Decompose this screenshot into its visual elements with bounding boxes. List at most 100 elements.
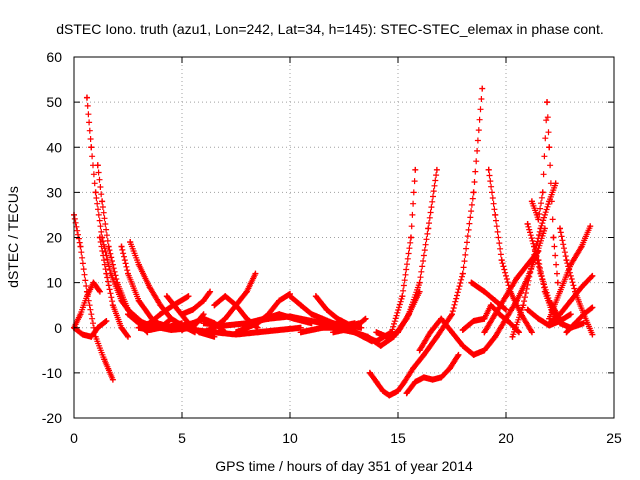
data-point bbox=[546, 315, 553, 322]
data-point bbox=[94, 324, 101, 331]
data-point bbox=[481, 288, 488, 295]
data-point bbox=[125, 311, 131, 318]
series-arc-33 bbox=[416, 315, 509, 358]
data-point bbox=[433, 166, 440, 173]
data-point bbox=[168, 315, 175, 322]
data-point bbox=[103, 270, 110, 277]
series-arc-39 bbox=[509, 180, 559, 340]
data-point bbox=[481, 315, 488, 322]
data-point bbox=[358, 324, 365, 331]
data-point bbox=[420, 374, 427, 381]
data-point bbox=[125, 333, 131, 340]
data-point bbox=[276, 327, 283, 334]
data-point bbox=[399, 293, 406, 300]
y-tick-label: 50 bbox=[46, 94, 62, 110]
data-point bbox=[125, 270, 131, 277]
data-point bbox=[438, 315, 445, 322]
data-point bbox=[481, 329, 488, 336]
data-point bbox=[179, 327, 185, 334]
series-arc-30 bbox=[373, 166, 440, 340]
series-track bbox=[403, 353, 461, 397]
data-point bbox=[557, 225, 563, 232]
data-point bbox=[535, 257, 542, 264]
data-point bbox=[99, 198, 106, 205]
data-point bbox=[79, 331, 86, 338]
data-point bbox=[446, 365, 453, 372]
data-point bbox=[135, 297, 142, 304]
y-tick-label: 40 bbox=[46, 139, 62, 155]
data-point bbox=[157, 311, 164, 318]
data-point bbox=[498, 257, 505, 264]
data-point bbox=[88, 333, 95, 340]
data-point bbox=[77, 311, 84, 318]
x-tick-label: 15 bbox=[390, 430, 406, 446]
data-point bbox=[401, 378, 408, 385]
data-point bbox=[185, 293, 192, 300]
data-point bbox=[200, 297, 207, 304]
y-tick-label: 20 bbox=[46, 230, 62, 246]
data-point bbox=[265, 315, 272, 322]
series-arc-15 bbox=[179, 288, 214, 318]
data-point bbox=[312, 293, 319, 300]
series-arc-32 bbox=[403, 351, 462, 397]
data-point bbox=[459, 327, 466, 334]
data-point bbox=[377, 342, 384, 349]
data-point bbox=[531, 243, 538, 250]
data-point bbox=[308, 311, 315, 318]
data-point bbox=[449, 311, 455, 318]
data-point bbox=[287, 313, 293, 320]
data-point bbox=[373, 329, 380, 336]
data-point bbox=[146, 327, 153, 334]
data-point bbox=[438, 374, 445, 381]
data-point bbox=[157, 321, 164, 328]
data-point bbox=[572, 288, 579, 295]
data-point bbox=[189, 306, 196, 313]
series-arc-31 bbox=[366, 85, 486, 399]
y-tick-label: 30 bbox=[46, 184, 62, 200]
series-arc-47 bbox=[524, 306, 574, 329]
data-point bbox=[520, 302, 527, 309]
series-arc-45 bbox=[546, 223, 594, 322]
data-point bbox=[179, 311, 185, 318]
data-point bbox=[567, 311, 574, 318]
y-tick-label: 10 bbox=[46, 275, 62, 291]
data-point bbox=[470, 317, 477, 324]
data-point bbox=[578, 284, 585, 291]
data-point bbox=[563, 329, 570, 336]
data-point bbox=[319, 324, 326, 331]
series-track bbox=[179, 289, 213, 318]
data-point bbox=[433, 333, 440, 340]
data-point bbox=[537, 225, 544, 232]
series-arc-46 bbox=[563, 304, 596, 336]
data-point bbox=[420, 351, 427, 358]
data-point bbox=[114, 279, 121, 286]
data-point bbox=[243, 288, 250, 295]
data-point bbox=[222, 322, 229, 329]
data-point bbox=[589, 304, 596, 311]
data-point bbox=[189, 320, 196, 327]
data-point bbox=[386, 392, 393, 399]
data-point bbox=[485, 166, 492, 173]
data-point bbox=[103, 317, 110, 324]
data-point bbox=[127, 239, 134, 246]
series-arc-40 bbox=[528, 99, 561, 286]
data-point bbox=[567, 297, 574, 304]
data-point bbox=[479, 85, 486, 92]
data-point bbox=[83, 293, 90, 300]
data-point bbox=[163, 293, 170, 300]
data-point bbox=[200, 320, 207, 327]
data-point bbox=[189, 327, 196, 334]
data-point bbox=[539, 189, 546, 196]
data-point bbox=[211, 302, 218, 309]
data-point bbox=[90, 279, 97, 286]
data-point bbox=[174, 306, 181, 313]
data-point bbox=[563, 257, 570, 264]
data-point bbox=[118, 243, 125, 250]
data-point bbox=[416, 279, 423, 286]
data-point bbox=[470, 189, 477, 196]
data-point bbox=[362, 315, 369, 322]
data-point bbox=[572, 320, 579, 327]
series-arc-37 bbox=[481, 248, 542, 336]
y-axis-label: dSTEC / TECUs bbox=[5, 186, 21, 288]
